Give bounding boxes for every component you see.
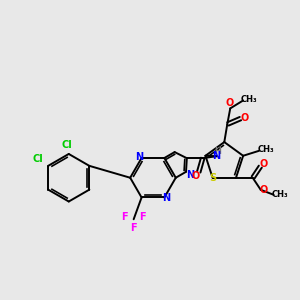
Text: Cl: Cl (33, 154, 44, 164)
Text: F: F (130, 223, 137, 233)
Text: F: F (139, 212, 146, 222)
Text: O: O (192, 171, 200, 181)
Text: O: O (225, 98, 233, 108)
Text: S: S (209, 173, 216, 183)
Text: CH₃: CH₃ (241, 95, 257, 104)
Text: O: O (260, 159, 268, 169)
Text: CH₃: CH₃ (258, 145, 274, 154)
Text: N: N (212, 151, 220, 161)
Text: N: N (186, 170, 194, 180)
Text: O: O (241, 113, 249, 123)
Text: CH₃: CH₃ (271, 190, 288, 199)
Text: F: F (122, 212, 128, 222)
Text: H: H (214, 147, 221, 156)
Text: O: O (260, 185, 268, 195)
Text: N: N (136, 152, 144, 162)
Text: N: N (162, 194, 170, 203)
Text: Cl: Cl (61, 140, 72, 150)
